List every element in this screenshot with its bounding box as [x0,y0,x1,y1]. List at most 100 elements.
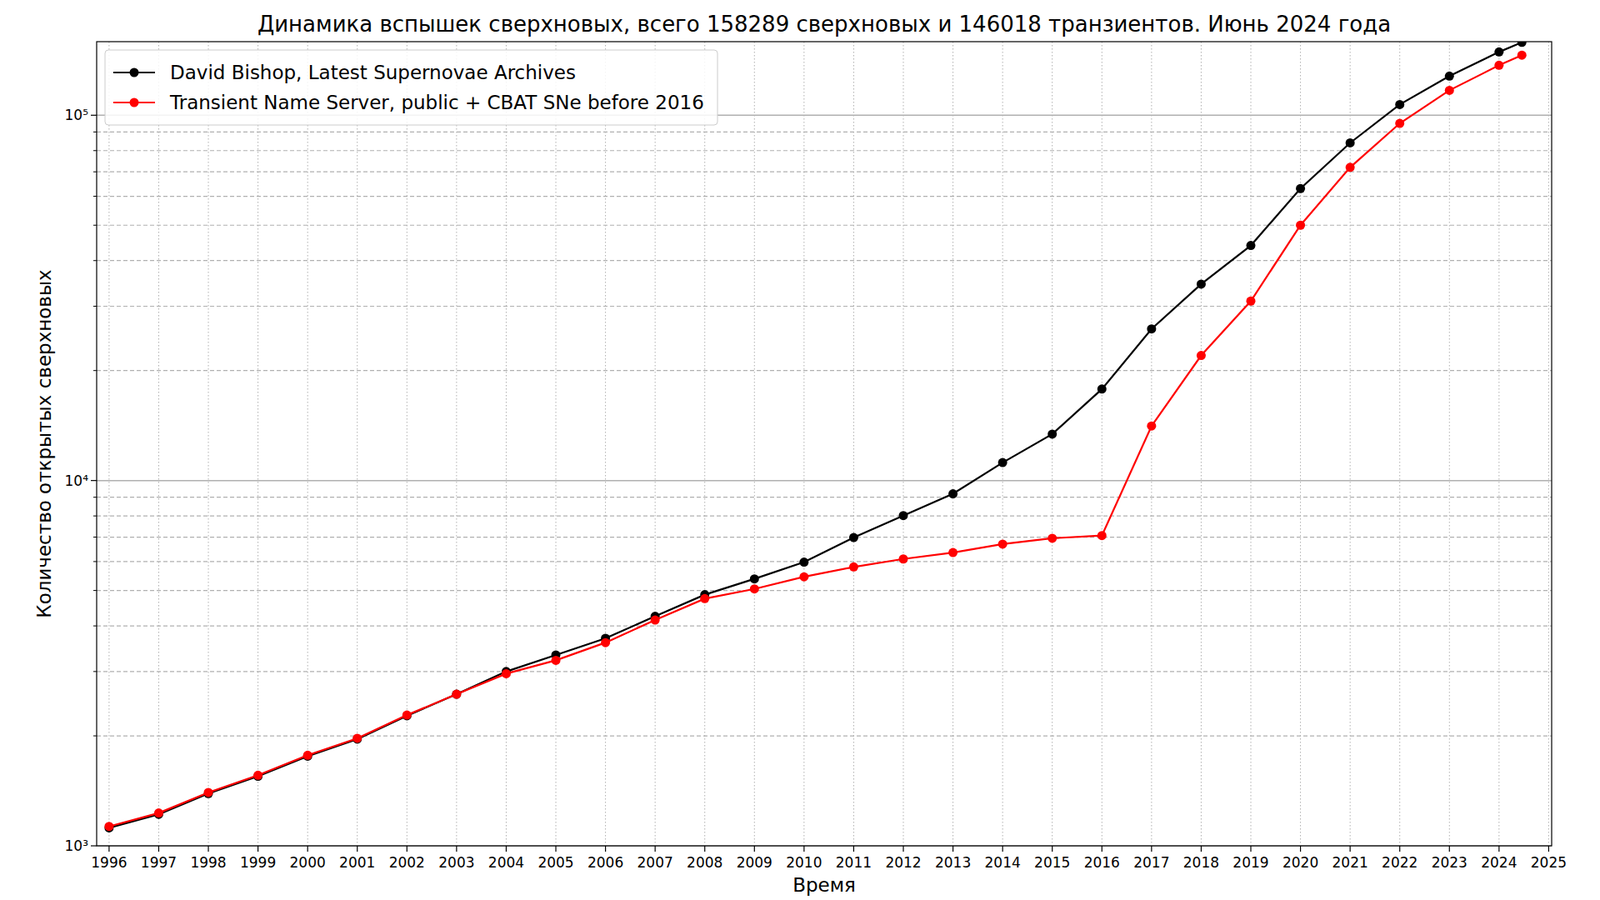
grid-line [803,41,805,846]
minor-grid-line [96,735,1552,736]
legend-box [105,50,718,125]
tick-label: 10³ [65,837,89,855]
grid-line [952,41,954,846]
tick [1350,845,1351,852]
tick-label: 10⁴ [65,472,90,490]
tick [90,115,97,116]
tick [902,845,904,852]
minor-grid-line [96,670,1552,672]
tick [853,845,855,852]
tick-label: 2018 [1183,854,1220,871]
point [948,489,958,499]
minor-grid-line [96,171,1552,173]
grid [96,41,1552,846]
point [204,787,214,797]
legend-marker [130,68,140,78]
point [700,594,710,604]
grid-line [455,41,457,846]
tick-label: 2010 [785,854,822,871]
tick [455,845,457,852]
tick [1498,845,1500,852]
point [899,554,909,564]
point [1445,85,1455,95]
grid-line [505,41,507,846]
grid-line [655,41,656,846]
grid-line [406,41,408,846]
grid-line [1250,41,1252,846]
grid-line [853,41,855,846]
grid-line [1150,41,1152,846]
tick-label: 2000 [290,854,326,871]
tick-label: 2005 [537,854,574,871]
point [1345,138,1355,148]
tick [307,845,309,852]
point [1445,71,1455,81]
tick-label: 2002 [389,854,425,871]
point [451,690,461,700]
tick-label: 2011 [835,854,872,871]
point [1295,184,1305,194]
chart: 10³10⁴10⁵1996199719981999200020012002200… [0,0,1600,900]
minor-grid-line [96,560,1552,562]
point [998,539,1008,549]
tick [1250,845,1251,852]
tick-label: 2004 [488,854,525,871]
grid-line [754,41,755,846]
plot-area [104,41,1526,833]
title: Динамика вспышек сверхновых, всего 15828… [257,11,1391,37]
grid-line [356,41,358,846]
tick [505,845,507,852]
minor-grid-line [96,150,1552,151]
point [899,510,909,520]
point [1146,421,1156,431]
point [1395,119,1405,129]
tick [1051,845,1053,852]
point [1196,350,1206,360]
tick-label: 2015 [1034,854,1070,871]
point [1097,384,1107,394]
tick [108,845,110,852]
minor-grid-line [96,260,1552,261]
tick [158,845,160,852]
tick-label: 2016 [1084,854,1120,871]
tick-label: 1998 [190,854,226,871]
tick-label: 2003 [438,854,475,871]
grid-line [1350,41,1351,846]
tick [1002,845,1004,852]
point [948,548,958,558]
point [253,770,263,780]
frame [96,41,1552,846]
grid-line [555,41,557,846]
legend-label: Transient Name Server, public + CBAT SNe… [169,91,705,114]
point [303,750,313,760]
tick [1449,845,1450,852]
tick [257,845,259,852]
tick [1150,845,1152,852]
point [799,572,809,582]
point [551,655,561,665]
tick [1200,845,1202,852]
tick [207,845,209,852]
minor-grid-line [96,590,1552,591]
point [600,638,610,648]
point [998,458,1008,468]
minor-grid-line [96,515,1552,517]
grid-line [1200,41,1202,846]
point [402,710,412,720]
point [1494,47,1504,57]
minor-grid-line [96,625,1552,626]
point [402,710,412,720]
point [1345,162,1355,172]
tick-label: 1999 [240,854,276,871]
tick-label: 2019 [1232,854,1269,871]
grid-line [1101,41,1103,846]
point [1295,220,1305,230]
point [1196,279,1206,289]
point [799,557,809,567]
tick [655,845,656,852]
tick [90,845,97,846]
series-line [109,55,1522,827]
grid-line [704,41,705,846]
minor-grid-line [96,225,1552,226]
grid-line [1548,41,1550,846]
